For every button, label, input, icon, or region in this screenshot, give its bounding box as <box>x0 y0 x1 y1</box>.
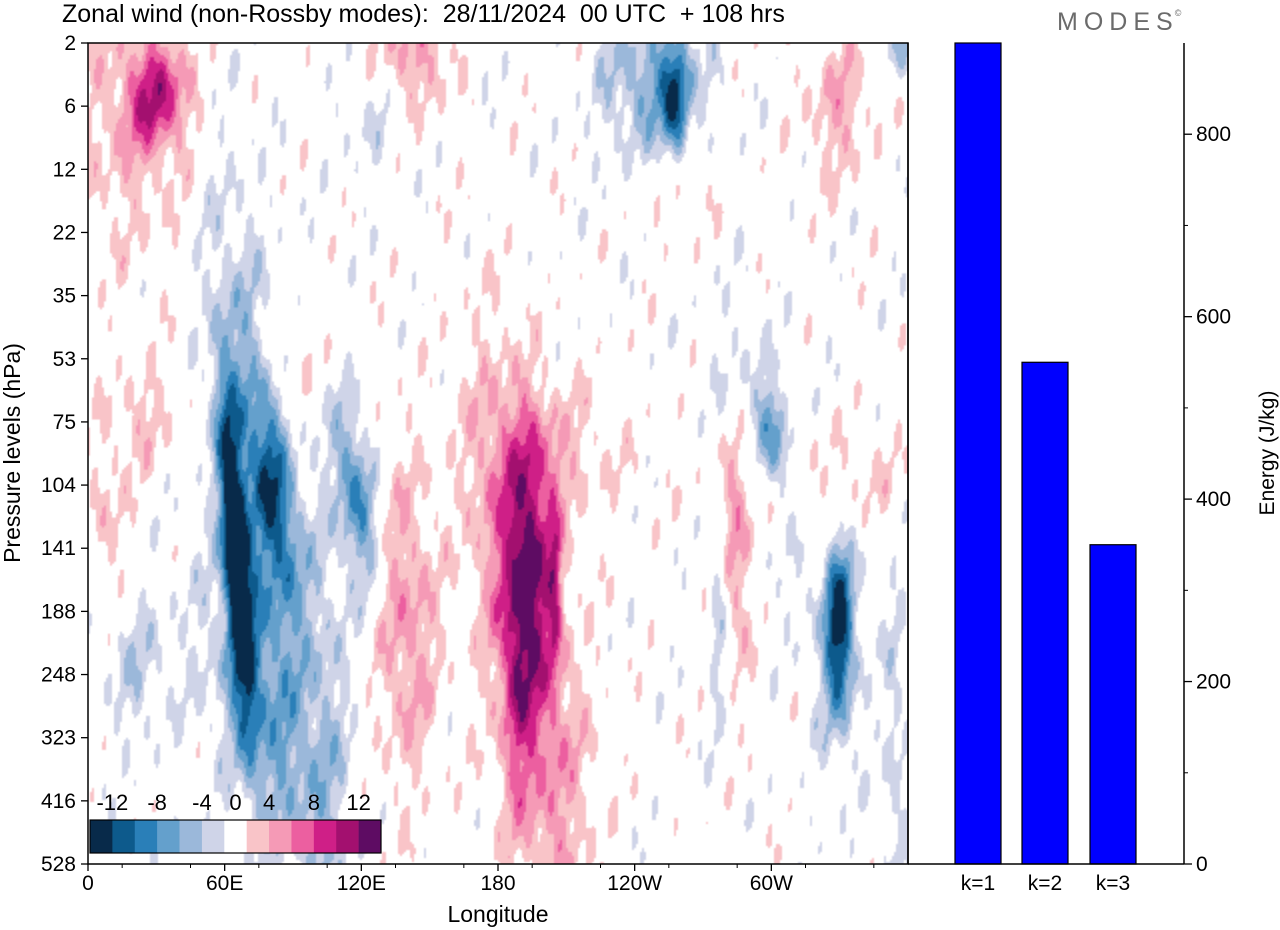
x-tick-label: 60E <box>206 872 243 895</box>
x-tick-label: 60W <box>750 872 793 895</box>
y-axis-label: Pressure levels (hPa) <box>0 343 25 563</box>
colorbar-swatch <box>90 820 113 853</box>
energy-tick-label: 800 <box>1196 123 1231 146</box>
logo-text: MODES <box>1057 8 1179 36</box>
y-tick-label: 104 <box>41 474 76 497</box>
zonal-wind-heatmap <box>88 43 908 864</box>
colorbar-label: -12 <box>96 790 128 815</box>
y-tick-label: 75 <box>53 411 76 434</box>
x-tick-label: 180 <box>480 872 515 895</box>
colorbar-border <box>89 819 382 854</box>
energy-bars: k=1 k=2 k=3 <box>954 42 1137 895</box>
colorbar-label: -8 <box>147 790 167 815</box>
colorbar-swatch <box>336 820 359 853</box>
energy-panel: k=1 k=2 k=3 0 200 400 600 800 Energy (J/kg) <box>907 42 1279 895</box>
y-tick-label: 416 <box>41 790 76 813</box>
colorbar-label: 12 <box>346 790 370 815</box>
colorbar-label: -4 <box>192 790 212 815</box>
y-tick-label: 6 <box>64 95 76 118</box>
energy-axes: 0 200 400 600 800 Energy (J/kg) <box>907 43 1279 876</box>
energy-tick-label: 200 <box>1196 671 1231 694</box>
x-axis-label: Longitude <box>447 901 548 927</box>
energy-bar <box>954 42 1002 865</box>
colorbar-label: 8 <box>308 790 320 815</box>
y-tick-label: 53 <box>53 348 76 371</box>
bar-category-label: k=1 <box>961 872 995 895</box>
energy-tick-label: 600 <box>1196 306 1231 329</box>
energy-axis-label: Energy (J/kg) <box>1256 391 1279 516</box>
y-tick-label: 323 <box>41 727 76 750</box>
y-tick-label: 35 <box>53 285 76 308</box>
y-tick-label: 528 <box>41 853 76 876</box>
energy-bar <box>1089 544 1137 865</box>
colorbar-swatch <box>246 820 270 853</box>
x-tick-label: 120E <box>337 872 386 895</box>
colorbar-swatch <box>291 820 315 853</box>
heatmap-panel: 0 60E 120E 180 120W 60W 2 6 12 22 35 53 75 104 141 188 2… <box>0 32 909 927</box>
colorbar-swatch <box>157 820 180 853</box>
colorbar-swatch <box>358 820 382 853</box>
energy-tick-label: 0 <box>1196 853 1208 876</box>
colorbar-swatch <box>201 820 225 853</box>
energy-tick-label: 400 <box>1196 488 1231 511</box>
modes-logo: MODES© <box>1057 8 1181 37</box>
x-tick-label: 0 <box>82 872 94 895</box>
colorbar: -12 -8 -4 0 4 8 12 <box>89 790 382 854</box>
bar-category-label: k=2 <box>1028 872 1062 895</box>
y-tick-label: 141 <box>41 537 76 560</box>
colorbar-swatch <box>179 820 203 853</box>
y-tick-label: 248 <box>41 664 76 687</box>
bar-category-label: k=3 <box>1096 872 1130 895</box>
colorbar-swatch <box>313 820 337 853</box>
energy-bar <box>1021 361 1069 865</box>
colorbar-swatch <box>134 820 158 853</box>
heatmap-axes: 0 60E 120E 180 120W 60W 2 6 12 22 35 53 75 104 141 188 2… <box>0 32 875 927</box>
colorbar-swatch <box>224 820 247 853</box>
colorbar-label: 0 <box>229 790 241 815</box>
y-tick-label: 22 <box>53 221 76 244</box>
y-tick-label: 12 <box>53 158 76 181</box>
chart-title: Zonal wind (non-Rossby modes): 28/11/202… <box>62 0 785 28</box>
logo-mark: © <box>1174 8 1182 18</box>
y-tick-label: 188 <box>41 600 76 623</box>
x-tick-label: 120W <box>607 872 662 895</box>
colorbar-label: 4 <box>263 790 275 815</box>
colorbar-swatch <box>269 820 292 853</box>
y-tick-label: 2 <box>64 32 76 55</box>
colorbar-swatch <box>112 820 136 853</box>
